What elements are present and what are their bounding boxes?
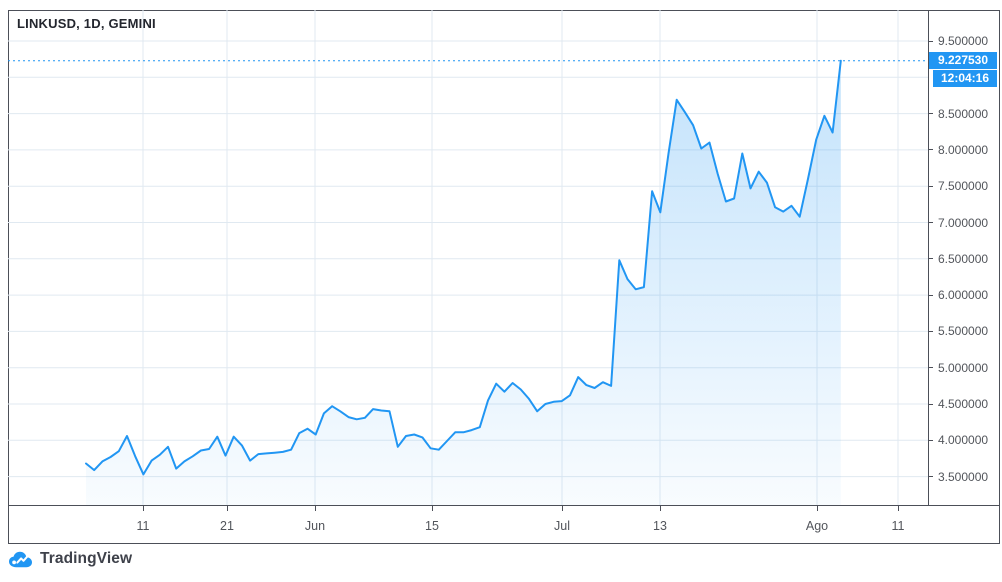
time-tick-mark [227,506,228,511]
price-tick-label: 3.500000 [938,469,989,484]
price-tick-mark [928,367,933,369]
price-tick-label: 8.000000 [938,142,989,157]
price-tick-label: 8.500000 [938,106,989,121]
price-tick-mark [928,439,933,441]
time-tick-label: 15 [425,519,439,533]
time-axis-separator [8,505,1000,506]
price-area-fill [86,60,841,505]
tradingview-brand-text: TradingView [40,550,133,567]
price-tick-label: 9.500000 [938,34,989,48]
price-tick-label: 5.500000 [938,324,989,339]
chart-border-bottom [8,543,1000,544]
tradingview-cloud-icon [9,551,32,567]
price-axis-separator [928,10,929,506]
time-tick-label: 13 [653,519,667,533]
time-tick-label: Jul [554,519,570,533]
time-tick-mark [143,506,144,511]
axis-border-right [999,10,1000,544]
time-tick-label: 21 [220,519,234,533]
price-line [85,59,842,476]
price-chart-plot[interactable] [8,10,928,505]
price-tick-mark [928,330,933,332]
price-tick-mark [928,113,933,115]
time-tick-mark [817,506,818,511]
price-axis[interactable]: 9.227530 12:04:16 9.500000 8.500000 8.0000… [928,10,999,505]
bar-countdown-value: 12:04:16 [940,71,990,86]
time-tick-label: Ago [805,519,829,533]
price-tick-mark [928,149,933,151]
time-tick-mark [315,506,316,511]
price-tick-label: 7.500000 [938,179,989,194]
price-tick-label: 6.500000 [938,251,989,266]
price-tick-mark [928,222,933,223]
time-tick-mark [898,506,899,511]
price-tick-label: 5.000000 [938,360,989,375]
price-tick-mark [928,403,933,405]
time-tick-label: 11 [891,519,905,533]
time-axis[interactable]: 11 21 Jun 15 Jul 13 Ago 11 [8,505,928,543]
price-tick-mark [928,185,933,187]
current-price-badge: 9.227530 [929,52,997,70]
price-tick-label: 7.000000 [938,215,989,230]
price-tick-mark [928,40,933,42]
price-tick-mark [928,476,933,478]
symbol-title: LINKUSD, 1D, GEMINI [17,16,156,31]
plot-border-top [8,10,1000,11]
price-tick-label: 6.000000 [938,288,989,303]
price-tick-label: 4.000000 [938,433,989,448]
time-tick-label: Jun [304,519,326,533]
bar-countdown-badge: 12:04:16 [933,70,997,88]
price-tick-mark [928,294,933,296]
time-tick-mark [660,506,661,511]
plot-border-left [8,10,9,544]
tradingview-logo-link[interactable]: TradingView [8,550,132,568]
price-tick-label: 4.500000 [938,397,989,411]
price-tick-mark [928,258,933,260]
time-tick-mark [432,506,433,511]
time-tick-mark [562,506,563,511]
current-price-value: 9.227530 [937,53,989,68]
time-tick-label: 11 [136,519,150,533]
